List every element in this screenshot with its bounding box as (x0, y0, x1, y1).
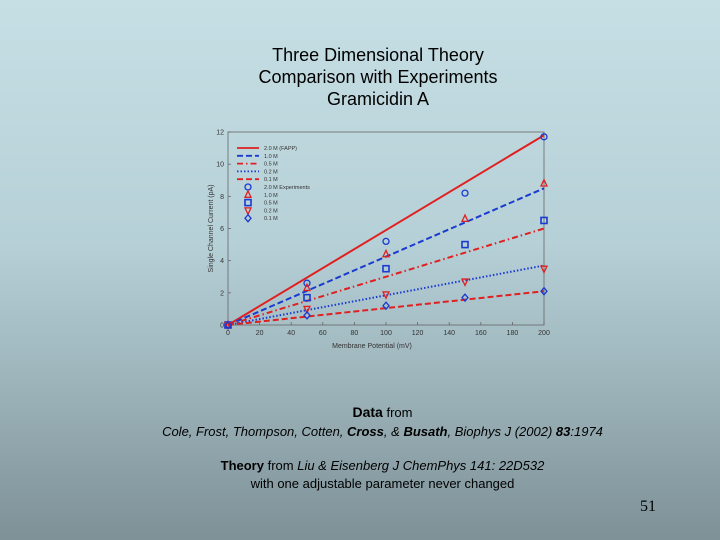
y-tick-label: 6 (220, 226, 224, 233)
legend-label: 1.0 M (264, 154, 278, 160)
experiment-point (244, 183, 252, 191)
experiment-point (540, 133, 548, 141)
citation-cross: Cross (347, 424, 384, 439)
theory-line (227, 227, 545, 326)
citation-amp: , & (383, 424, 400, 439)
citation-page: :1974 (570, 424, 603, 439)
experiment-point (460, 278, 470, 287)
x-tick-label: 40 (287, 330, 295, 337)
experiment-point (382, 264, 390, 273)
theory-line (227, 264, 545, 326)
citation-busath: Busath (403, 424, 448, 439)
y-tick-label: 12 (216, 130, 224, 137)
x-tick-label: 100 (380, 330, 392, 337)
citation-authors: Cole, Frost, Thompson, Cotten, (162, 424, 344, 439)
experiment-point (244, 213, 252, 223)
theory-ref: Liu & Eisenberg J ChemPhys 141: 22D532 (297, 458, 545, 473)
experiment-point (243, 189, 253, 198)
data-credit-line: Data from (130, 404, 635, 421)
x-tick-label: 180 (507, 330, 519, 337)
x-tick-label: 160 (475, 330, 487, 337)
legend-label: 0.5 M (264, 162, 278, 168)
experiment-point (224, 320, 232, 330)
legend-label: 2.0 M Experiments (264, 185, 310, 191)
theory-line (227, 290, 545, 326)
experiment-point (540, 216, 548, 225)
slide-title: Three Dimensional Theory Comparison with… (0, 44, 720, 110)
x-tick-label: 80 (351, 330, 359, 337)
theory-note: with one adjustable parameter never chan… (250, 476, 515, 491)
x-tick-label: 0 (226, 330, 230, 337)
citation-rest: , Biophys J (2002) (447, 424, 553, 439)
experiment-point (540, 286, 548, 296)
x-tick-label: 60 (319, 330, 327, 337)
data-label: Data (352, 404, 383, 420)
x-tick-label: 140 (443, 330, 455, 337)
experiment-point (461, 293, 469, 303)
y-tick-label: 4 (220, 258, 224, 265)
experiment-point (244, 198, 252, 207)
experiment-point (382, 301, 390, 311)
legend-label: 0.2 M (264, 208, 278, 214)
experiment-point (303, 310, 311, 320)
experiment-point (461, 189, 469, 197)
experiment-point (539, 265, 549, 275)
citation-volume: 83 (555, 424, 571, 439)
experiment-point (539, 178, 549, 187)
experiment-point (303, 293, 311, 302)
y-tick-label: 0 (220, 323, 224, 330)
experiment-point (302, 305, 312, 315)
data-from: from (386, 405, 413, 420)
title-line-3: Gramicidin A (326, 89, 430, 109)
experiment-point (461, 240, 469, 249)
legend-label: 0.2 M (264, 169, 278, 175)
experiment-point (460, 213, 470, 223)
x-tick-label: 200 (538, 330, 550, 337)
theory-credit-line: Theory from Liu & Eisenberg J ChemPhys 1… (130, 457, 635, 474)
y-axis-label: Single Channel Current (pA) (208, 185, 215, 273)
title-line-2: Comparison with Experiments (258, 67, 498, 87)
legend-label: 0.5 M (264, 201, 278, 207)
title-line-1: Three Dimensional Theory (272, 45, 484, 65)
experiment-point (382, 237, 390, 246)
theory-from: from (267, 458, 294, 473)
y-tick-label: 10 (216, 162, 224, 169)
experiment-point (243, 207, 253, 216)
x-tick-label: 120 (412, 330, 424, 337)
y-tick-label: 2 (220, 290, 224, 297)
legend-label: 2.0 M (FAPP) (264, 146, 297, 152)
x-axis-label: Membrane Potential (mV) (332, 343, 412, 350)
experiment-point (381, 291, 391, 300)
x-tick-label: 20 (256, 330, 264, 337)
theory-line (227, 134, 545, 326)
theory-label: Theory (220, 458, 264, 473)
y-tick-label: 8 (220, 194, 224, 201)
legend-label: 0.1 M (264, 177, 278, 183)
experiment-point (223, 321, 233, 331)
experiment-point (303, 279, 311, 287)
citation-line: Cole, Frost, Thompson, Cotten, Cross, & … (130, 423, 635, 440)
experiment-point (302, 282, 312, 292)
experiment-point (381, 248, 391, 258)
page-number: 51 (640, 498, 656, 515)
legend-label: 1.0 M (264, 193, 278, 199)
legend-label: 0.1 M (264, 216, 278, 222)
